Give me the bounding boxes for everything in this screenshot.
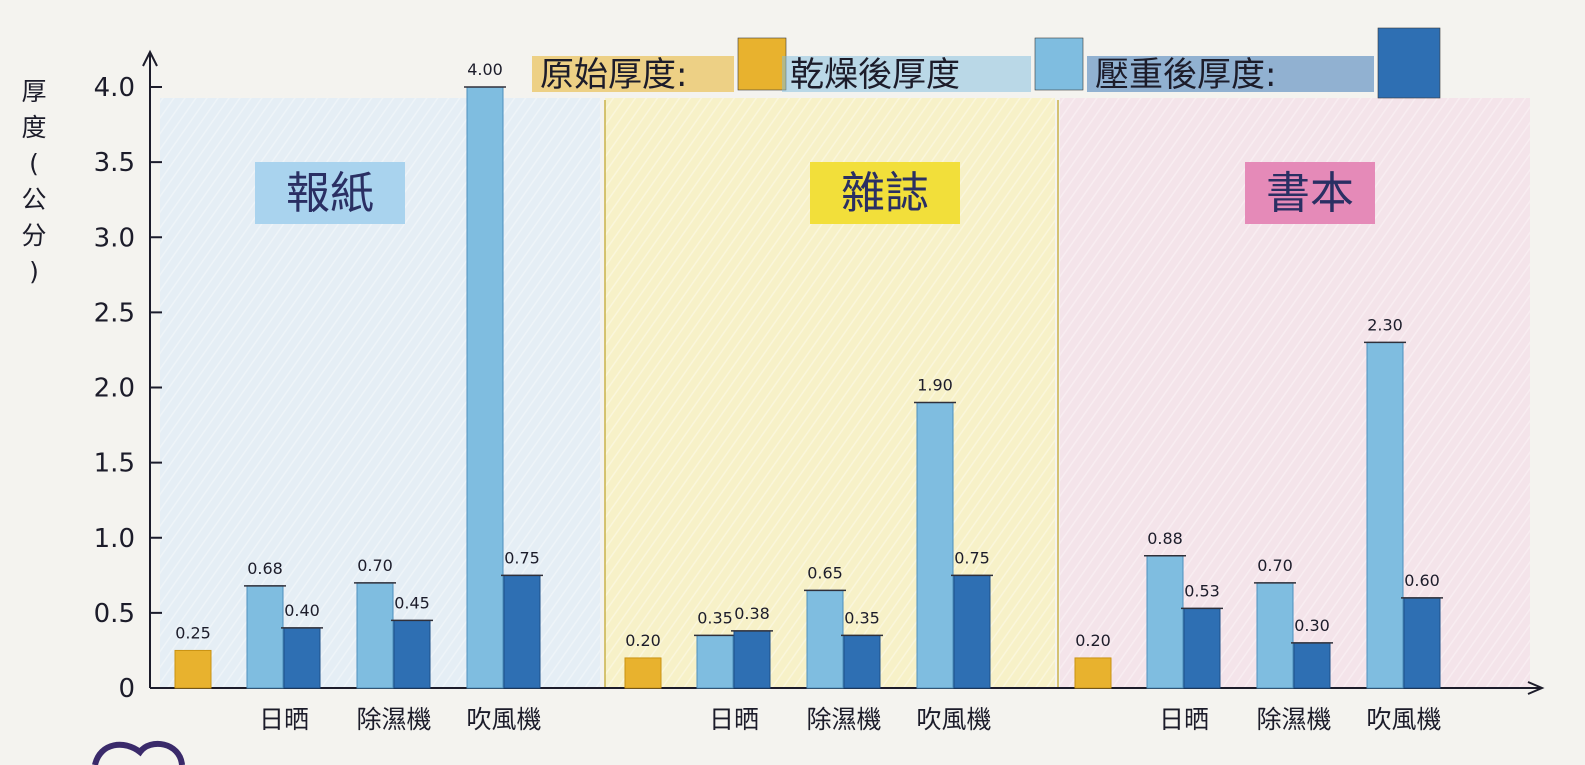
- data-label: 0.20: [1075, 631, 1111, 650]
- bar-dried: [246, 585, 284, 689]
- data-label: 0.20: [625, 631, 661, 650]
- bar-dried: [1366, 341, 1404, 689]
- bar-dried: [916, 402, 954, 689]
- y-tick-label: 2.5: [94, 298, 135, 328]
- group-title: 書本: [1266, 168, 1354, 219]
- data-label: 0.38: [734, 604, 770, 623]
- bar-pressed: [503, 574, 541, 689]
- bar-dried: [466, 86, 504, 689]
- corner-doodle: [92, 741, 185, 765]
- bar-pressed: [843, 634, 881, 689]
- bar-pressed: [1293, 642, 1331, 689]
- y-tick-label: 2.0: [94, 374, 135, 404]
- legend-label: 乾燥後厚度: [790, 55, 960, 95]
- bar-original: [174, 649, 212, 689]
- legend-swatch: [1034, 37, 1084, 91]
- group-title-highlight: [255, 162, 405, 224]
- data-label: 0.30: [1294, 616, 1330, 635]
- data-label: 0.60: [1404, 571, 1440, 590]
- data-label: 0.35: [697, 608, 733, 627]
- data-label: 4.00: [467, 60, 503, 79]
- bar-original: [1074, 657, 1112, 689]
- x-tick-label: 除濕機: [356, 705, 431, 734]
- bar-pressed: [1183, 607, 1221, 689]
- bar-dried: [806, 589, 844, 689]
- bar-pressed: [1403, 597, 1441, 689]
- legend-label: 原始厚度:: [540, 55, 687, 95]
- legend-swatch: [737, 37, 787, 91]
- y-tick-label: 0.5: [94, 599, 135, 629]
- y-tick-label: 0: [118, 674, 135, 704]
- data-label: 0.53: [1184, 581, 1220, 600]
- bar-pressed: [393, 619, 431, 689]
- bar-dried: [696, 634, 734, 689]
- data-label: 0.35: [844, 608, 880, 627]
- y-tick-label: 1.5: [94, 449, 135, 479]
- data-label: 0.65: [807, 563, 843, 582]
- legend-highlight: [1087, 56, 1374, 92]
- bar-dried: [356, 582, 394, 689]
- data-label: 0.70: [1257, 556, 1293, 575]
- data-label: 1.90: [917, 376, 953, 395]
- data-label: 0.75: [954, 548, 990, 567]
- x-tick-label: 日晒: [259, 705, 309, 734]
- x-tick-label: 除濕機: [1256, 705, 1331, 734]
- group-title-highlight: [1245, 162, 1375, 224]
- bar-dried: [1146, 555, 1184, 689]
- data-label: 0.70: [357, 556, 393, 575]
- legend-highlight: [782, 56, 1031, 92]
- x-tick-label: 日晒: [1159, 705, 1209, 734]
- data-label: 0.75: [504, 548, 540, 567]
- y-tick-label: 1.0: [94, 524, 135, 554]
- legend-label: 壓重後厚度:: [1095, 55, 1276, 95]
- group-title: 雜誌: [841, 168, 929, 219]
- y-axis-label: 厚度(公分): [21, 77, 46, 286]
- bar-original: [624, 657, 662, 689]
- y-axis-arrow: [142, 49, 158, 67]
- group-title-highlight: [810, 162, 960, 224]
- legend-swatch: [1377, 27, 1441, 99]
- x-axis-arrow: [1527, 681, 1545, 695]
- bar-pressed: [953, 574, 991, 689]
- data-label: 2.30: [1367, 315, 1403, 334]
- x-tick-label: 吹風機: [916, 705, 991, 734]
- bar-dried: [1256, 582, 1294, 689]
- x-tick-label: 除濕機: [806, 705, 881, 734]
- data-label: 0.88: [1147, 529, 1183, 548]
- y-tick-label: 3.0: [94, 223, 135, 253]
- bar-pressed: [733, 630, 771, 689]
- group-title: 報紙: [286, 168, 374, 219]
- data-label: 0.40: [284, 601, 320, 620]
- legend-highlight: [532, 56, 734, 92]
- bar-pressed: [283, 627, 321, 689]
- data-label: 0.68: [247, 559, 283, 578]
- x-tick-label: 吹風機: [1366, 705, 1441, 734]
- y-tick-label: 3.5: [94, 148, 135, 178]
- data-label: 0.25: [175, 623, 211, 642]
- x-tick-label: 吹風機: [466, 705, 541, 734]
- data-label: 0.45: [394, 593, 430, 612]
- legend: 原始厚度: 乾燥後厚度 壓重後厚度:: [92, 27, 1441, 765]
- data-labels: 0.250.680.40日晒0.700.45除濕機4.000.75吹風機0.20…: [175, 60, 1441, 734]
- bars: [174, 86, 1443, 689]
- y-tick-label: 4.0: [94, 73, 135, 103]
- x-tick-label: 日晒: [709, 705, 759, 734]
